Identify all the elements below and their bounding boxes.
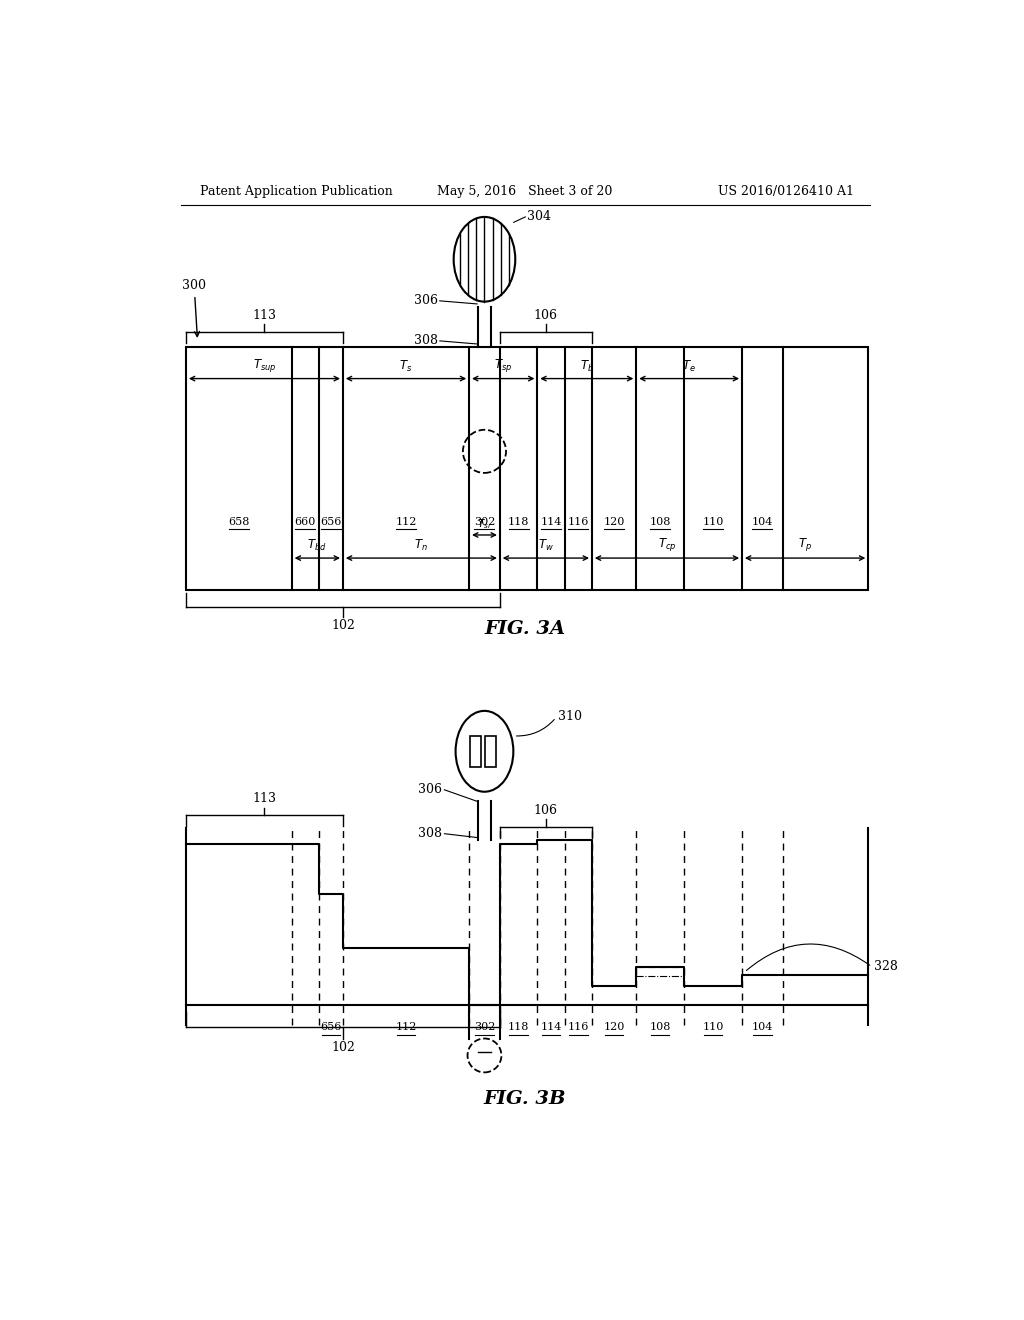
Text: 118: 118 (508, 1023, 529, 1032)
Text: 656: 656 (321, 1023, 342, 1032)
Text: 304: 304 (526, 210, 551, 223)
Text: 310: 310 (558, 710, 582, 723)
Text: 116: 116 (567, 1023, 589, 1032)
Text: 113: 113 (253, 792, 276, 805)
Bar (470, 737, 480, 767)
Text: 108: 108 (649, 1023, 671, 1032)
Text: Patent Application Publication: Patent Application Publication (200, 185, 392, 198)
Text: 102: 102 (331, 1040, 355, 1053)
Text: 118: 118 (508, 516, 529, 527)
Text: 116: 116 (567, 516, 589, 527)
Text: FIG. 3B: FIG. 3B (483, 1090, 566, 1107)
Text: 104: 104 (752, 1023, 773, 1032)
Text: 300: 300 (182, 279, 206, 337)
Text: $T_s$: $T_s$ (399, 359, 413, 374)
Text: FIG. 3A: FIG. 3A (484, 620, 565, 639)
Text: US 2016/0126410 A1: US 2016/0126410 A1 (719, 185, 854, 198)
Text: $T_w$: $T_w$ (538, 539, 554, 553)
Text: 302: 302 (474, 516, 496, 527)
Text: 113: 113 (253, 309, 276, 322)
Text: $T_e$: $T_e$ (682, 359, 696, 374)
Text: 114: 114 (541, 1023, 562, 1032)
Text: $T_{bd}$: $T_{bd}$ (307, 539, 327, 553)
Text: 120: 120 (603, 1023, 625, 1032)
Circle shape (468, 1039, 502, 1072)
Ellipse shape (454, 216, 515, 302)
Text: 328: 328 (873, 961, 897, 973)
Text: 112: 112 (395, 516, 417, 527)
Text: May 5, 2016   Sheet 3 of 20: May 5, 2016 Sheet 3 of 20 (437, 185, 612, 198)
Text: 660: 660 (295, 516, 316, 527)
Text: 120: 120 (603, 516, 625, 527)
Bar (485, 737, 496, 767)
Text: $T_{sup}$: $T_{sup}$ (253, 356, 276, 374)
Ellipse shape (456, 711, 513, 792)
Text: 112: 112 (395, 1023, 417, 1032)
Text: 308: 308 (418, 828, 442, 841)
Text: 102: 102 (331, 619, 355, 632)
Text: 104: 104 (752, 516, 773, 527)
Text: 110: 110 (702, 516, 724, 527)
Text: 106: 106 (534, 804, 558, 817)
Text: 114: 114 (541, 516, 562, 527)
Text: 108: 108 (649, 516, 671, 527)
Text: 106: 106 (534, 309, 558, 322)
Text: $T_{sp}$: $T_{sp}$ (494, 356, 512, 374)
Text: $T_b$: $T_b$ (580, 359, 594, 374)
Text: $T_p$: $T_p$ (798, 536, 812, 553)
Text: 306: 306 (415, 294, 438, 308)
Bar (186, 347, 868, 590)
Text: 658: 658 (228, 516, 250, 527)
Text: $T_n$: $T_n$ (415, 539, 428, 553)
Text: 302: 302 (474, 1023, 496, 1032)
Text: 110: 110 (702, 1023, 724, 1032)
Text: $T_{sr}$: $T_{sr}$ (477, 517, 493, 531)
Text: $T_{cp}$: $T_{cp}$ (657, 536, 676, 553)
Text: 308: 308 (415, 334, 438, 347)
Text: 306: 306 (418, 783, 442, 796)
Text: 656: 656 (321, 516, 342, 527)
